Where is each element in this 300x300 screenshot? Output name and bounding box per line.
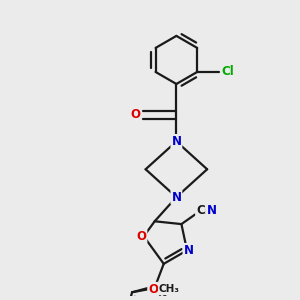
Text: O: O: [130, 108, 140, 121]
Text: CH₃: CH₃: [159, 284, 180, 294]
Text: C: C: [196, 204, 205, 218]
Text: O: O: [148, 283, 158, 296]
Text: N: N: [171, 190, 182, 204]
Text: N: N: [207, 204, 217, 218]
Text: N: N: [171, 135, 182, 148]
Text: N: N: [184, 244, 194, 257]
Text: O: O: [136, 230, 146, 243]
Text: Cl: Cl: [222, 65, 234, 79]
